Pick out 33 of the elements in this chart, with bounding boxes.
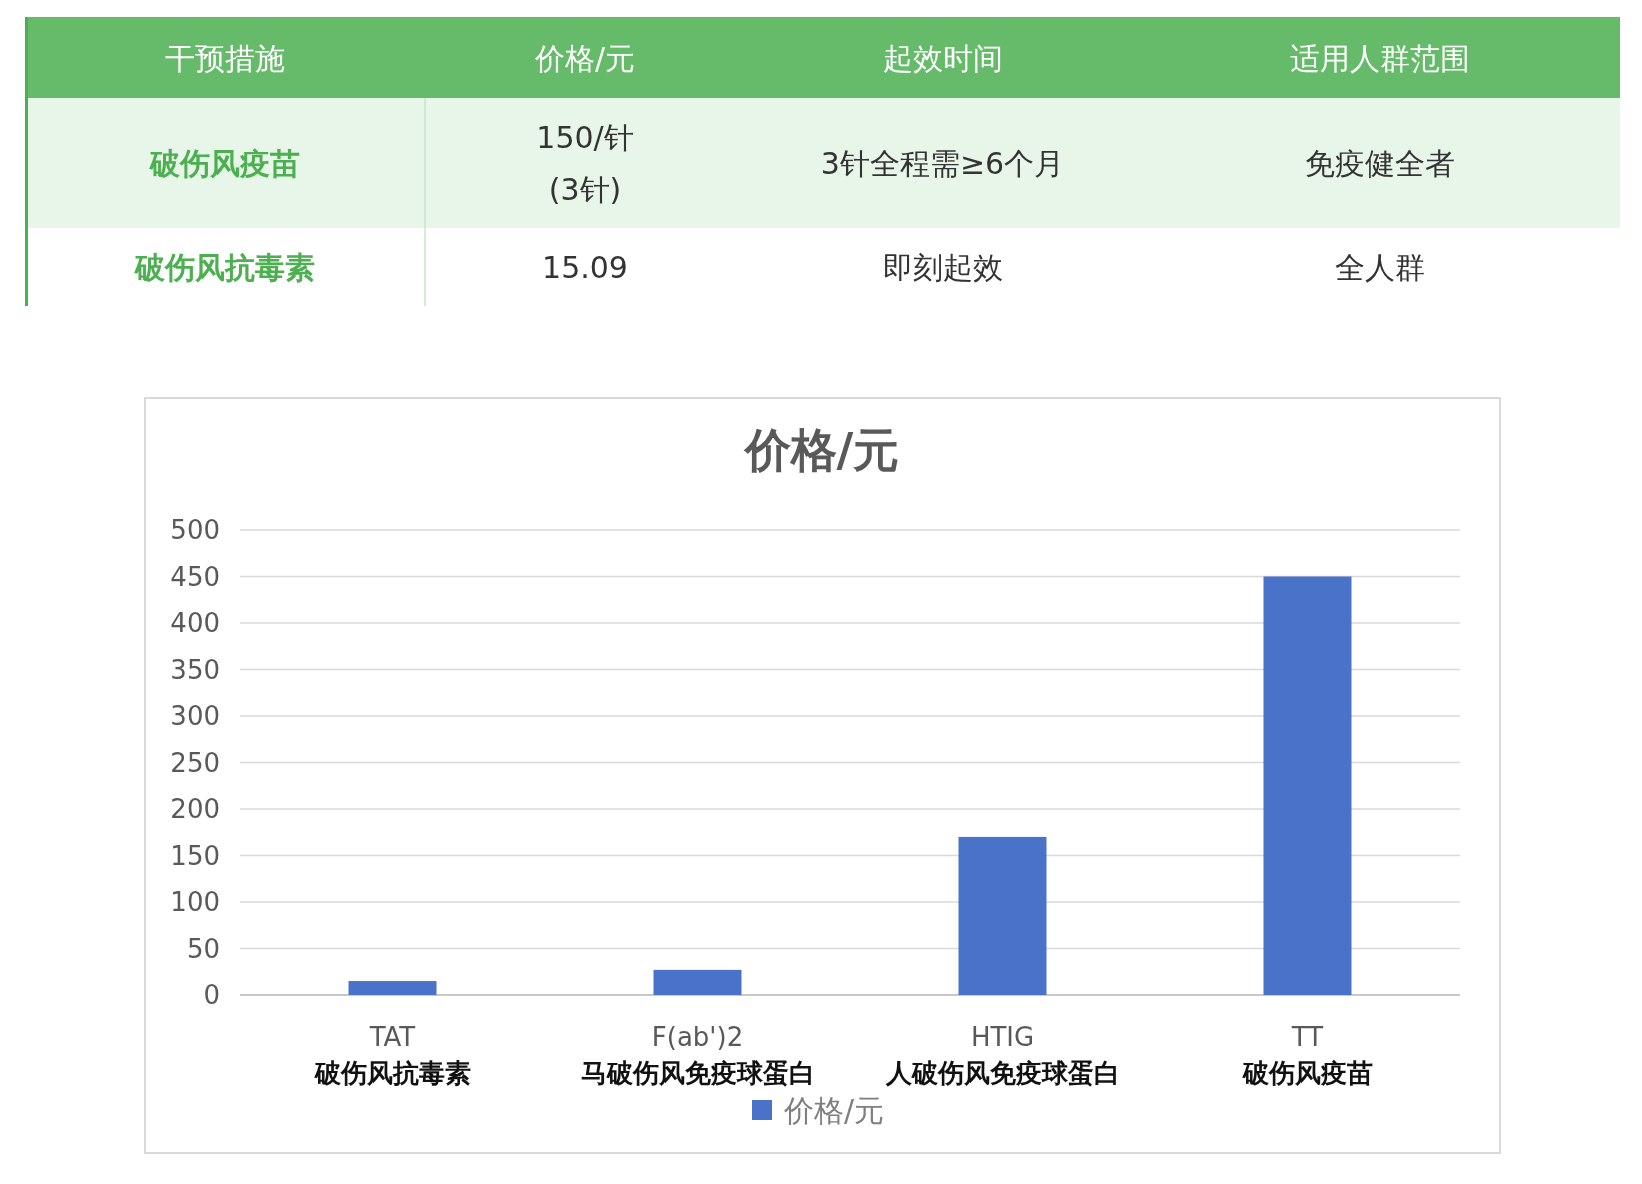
y-tick-label: 0: [203, 980, 220, 1010]
y-tick-label: 350: [170, 654, 220, 685]
legend-label: 价格/元: [783, 1092, 885, 1128]
x-tick-label: F(ab')2 马破伤风免疫球蛋白: [580, 1022, 815, 1088]
x-tick-label: HTIG 人破伤风免疫球蛋白: [884, 1022, 1120, 1088]
text: 全人群: [1335, 249, 1425, 285]
y-tick-label: 50: [186, 933, 220, 964]
bar: [653, 969, 742, 995]
x-tick-label: TT 破伤风疫苗: [1241, 1022, 1373, 1088]
category-label: 干预措施: [165, 40, 285, 75]
text: 3针全程需≥6个月: [820, 145, 1065, 181]
category-label: 适用人群范围: [1290, 40, 1470, 75]
category-label: 破伤风抗毒素: [135, 249, 315, 285]
text: 即刻起效: [882, 249, 1003, 285]
y-tick-label: 200: [170, 794, 220, 824]
category-label: 破伤风疫苗: [150, 145, 300, 181]
bar: [1263, 576, 1352, 995]
text: 免疫健全者: [1305, 145, 1455, 181]
x-tick-label: TAT 破伤风抗毒素: [313, 1022, 471, 1088]
bar: [958, 836, 1047, 995]
y-tick-label: 300: [170, 701, 220, 731]
text: 15.09: [542, 249, 628, 285]
y-tick-label: 150: [170, 840, 220, 871]
y-tick-label: 500: [170, 515, 220, 545]
y-tick-label: 400: [170, 608, 220, 638]
text: 150/针 (3针): [536, 119, 634, 207]
y-tick-label: 450: [170, 561, 220, 592]
y-tick-label: 100: [170, 887, 220, 917]
y-tick-label: 250: [170, 747, 220, 778]
bar: [348, 981, 437, 995]
category-label: 起效时间: [882, 40, 1003, 75]
chart-title: 价格/元: [742, 423, 900, 477]
category-label: 价格/元: [533, 40, 636, 75]
